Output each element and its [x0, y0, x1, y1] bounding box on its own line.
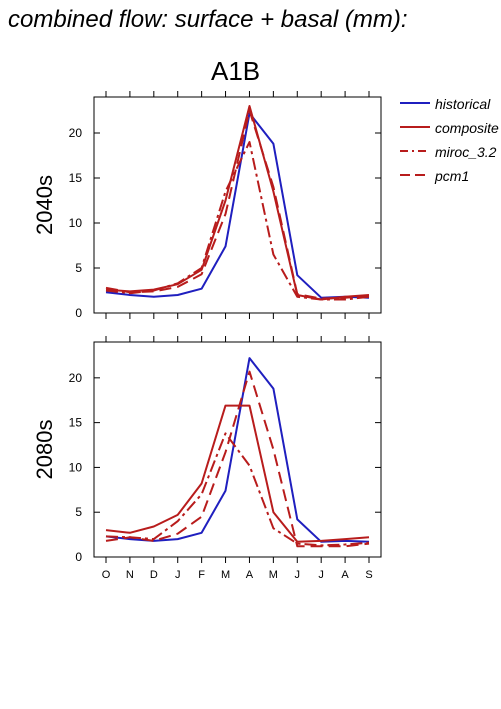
series-line-pcm1 [105, 109, 370, 300]
y-tick-label: 20 [69, 126, 83, 140]
legend-label: composite [435, 120, 499, 136]
plot-frame [93, 341, 382, 558]
y-axis-label: 2040s [32, 175, 57, 235]
y-tick-label: 5 [75, 261, 82, 275]
figure-title: combined flow: surface + basal (mm): [8, 6, 408, 33]
y-tick-label: 10 [69, 216, 83, 230]
series-line-pcm1 [105, 370, 370, 548]
x-tick-label: J [295, 569, 301, 581]
series-line-historical [105, 112, 370, 299]
legend-label: miroc_3.2 [435, 144, 497, 160]
series-line-miroc-3-2 [105, 141, 370, 301]
plot-frame [93, 96, 382, 314]
x-tick-label: J [318, 569, 324, 581]
series-line-composite [105, 105, 370, 301]
y-tick-label: 0 [75, 306, 82, 320]
y-tick-label: 0 [75, 550, 82, 564]
x-tick-label: N [126, 569, 134, 581]
x-tick-label: J [175, 569, 181, 581]
series-line-historical [105, 357, 370, 543]
legend-label: historical [435, 96, 491, 112]
x-tick-label: O [102, 569, 111, 581]
y-tick-label: 15 [69, 171, 83, 185]
legend-label: pcm1 [435, 168, 470, 184]
series-line-composite [105, 404, 370, 543]
y-tick-label: 20 [69, 371, 83, 385]
x-tick-label: M [269, 569, 278, 581]
y-axis-label: 2080s [32, 420, 57, 480]
scenario-title: A1B [211, 56, 261, 86]
x-tick-label: A [341, 569, 349, 581]
x-tick-label: M [221, 569, 230, 581]
y-tick-label: 15 [69, 416, 83, 430]
x-tick-label: S [365, 569, 372, 581]
y-tick-label: 10 [69, 460, 83, 474]
y-tick-label: 5 [75, 505, 82, 519]
x-tick-label: F [198, 569, 205, 581]
x-tick-label: D [150, 569, 158, 581]
x-tick-label: A [246, 569, 254, 581]
